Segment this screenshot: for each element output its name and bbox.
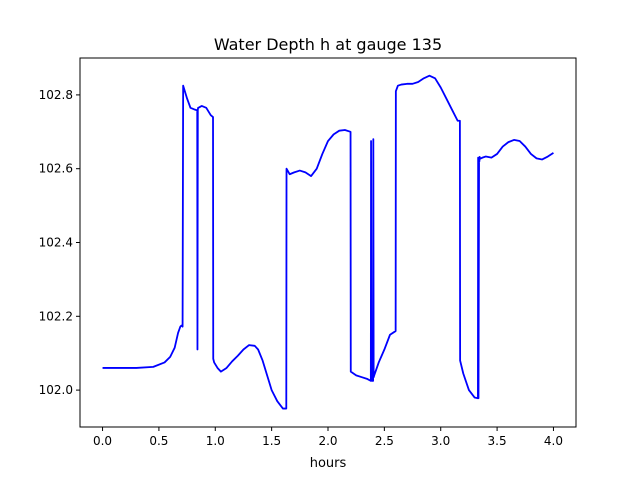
y-tick-label: 102.4 — [39, 236, 73, 250]
x-axis-label: hours — [310, 456, 347, 471]
chart-title: Water Depth h at gauge 135 — [214, 35, 442, 54]
y-tick-label: 102.0 — [39, 383, 73, 397]
x-axis: 0.0 0.5 1.0 1.5 2.0 2.5 3.0 3.5 4.0 — [93, 427, 563, 448]
y-tick-label: 102.8 — [39, 88, 73, 102]
x-tick-label: 3.0 — [431, 434, 450, 448]
y-tick-label: 102.2 — [39, 309, 73, 323]
y-axis: 102.0 102.2 102.4 102.6 102.8 — [39, 88, 80, 397]
x-tick-label: 2.5 — [375, 434, 394, 448]
x-tick-label: 2.0 — [318, 434, 337, 448]
x-tick-label: 4.0 — [544, 434, 563, 448]
x-tick-label: 0.0 — [93, 434, 112, 448]
x-tick-label: 1.5 — [262, 434, 281, 448]
x-tick-label: 3.5 — [488, 434, 507, 448]
x-tick-label: 0.5 — [149, 434, 168, 448]
plot-area — [102, 74, 554, 410]
x-tick-label: 1.0 — [206, 434, 225, 448]
y-tick-label: 102.6 — [39, 162, 73, 176]
series-line-0 — [102, 74, 554, 410]
plot-frame — [79, 57, 577, 428]
